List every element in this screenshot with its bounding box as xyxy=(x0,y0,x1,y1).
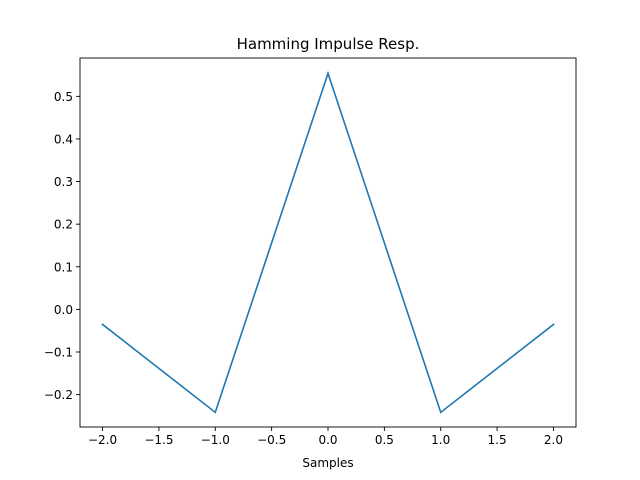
x-axis-label: Samples xyxy=(302,456,353,470)
data-point xyxy=(101,323,104,326)
data-point xyxy=(552,323,555,326)
data-point xyxy=(327,72,329,75)
x-tick-label: −1.5 xyxy=(144,433,173,447)
y-tick-label: 0.1 xyxy=(54,260,73,274)
y-tick-label: 0.5 xyxy=(54,90,73,104)
chart-title: Hamming Impulse Resp. xyxy=(237,35,420,53)
y-tick-label: −0.2 xyxy=(44,388,73,402)
y-tick-label: −0.1 xyxy=(44,346,73,360)
x-tick-label: 0.5 xyxy=(375,433,394,447)
x-tick-label: 1.5 xyxy=(488,433,507,447)
x-tick-label: 1.0 xyxy=(431,433,450,447)
data-point xyxy=(214,411,217,414)
x-tick-label: 2.0 xyxy=(544,433,563,447)
y-tick-label: 0.3 xyxy=(54,175,73,189)
y-tick-label: 0.4 xyxy=(54,132,73,146)
plot-area: −2.0 −1.5 −1.0 −0.5 0.0 0.5 1.0 1.5 2.0 −0.2 −0.1 0… xyxy=(44,57,577,447)
x-tick-label: −0.5 xyxy=(257,433,286,447)
y-tick-label: 0.2 xyxy=(54,218,73,232)
data-point xyxy=(439,411,442,414)
x-tick-label: −1.0 xyxy=(201,433,230,447)
y-tick-label: 0.0 xyxy=(54,303,73,317)
x-tick-label: 0.0 xyxy=(318,433,337,447)
x-tick-label: −2.0 xyxy=(88,433,117,447)
